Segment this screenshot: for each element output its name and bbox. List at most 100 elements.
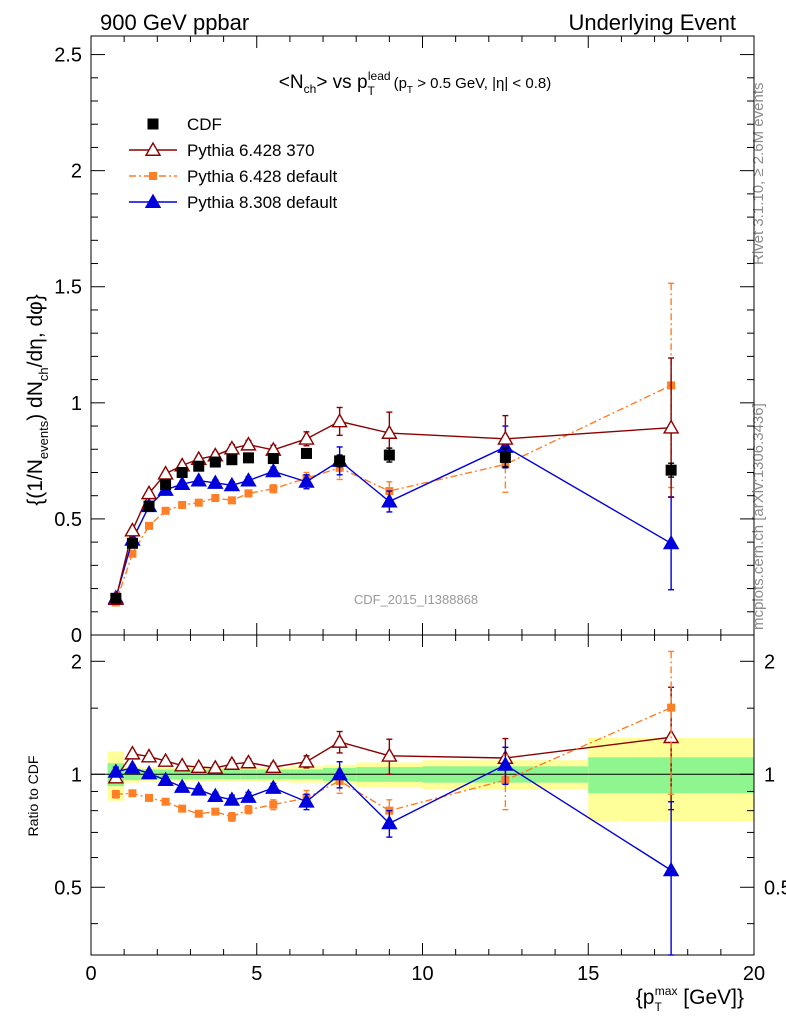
legend: CDF Pythia 6.428 370 Pythia 6.428 default P…: [129, 115, 338, 212]
main-ytick-label-0.5: 0.5: [54, 509, 82, 531]
main-point-cdf-8: [242, 452, 254, 464]
main-point-pythia-8-308-default-14: [662, 534, 680, 550]
title-vs-sub: T: [368, 84, 376, 98]
title-main: <N: [279, 72, 304, 93]
data-series: [107, 282, 680, 956]
title-vs-sup: lead: [368, 69, 391, 83]
main-point-cdf-14: [665, 464, 677, 476]
ratio-point-pythia-8-308-default-6: [207, 787, 224, 802]
ratio-point-pythia-6-428-default-5: [194, 809, 203, 818]
ratio-ytick-label-left-2: 2: [71, 651, 82, 673]
main-ytick-label-2: 2: [71, 161, 82, 183]
legend-label-pythia-6-428-default: Pythia 6.428 default: [187, 167, 338, 186]
main-point-cdf-7: [226, 454, 238, 466]
ratio-point-pythia-6-428-370-11: [331, 733, 348, 748]
ratio-ytick-label-left-1: 1: [71, 764, 82, 786]
ratio-point-pythia-6-428-default-1: [128, 789, 137, 798]
main-point-cdf-5: [193, 460, 205, 472]
ylabel-sub-a: events: [36, 420, 51, 459]
main-point-pythia-6-428-default-9: [269, 484, 278, 493]
main-point-pythia-6-428-default-8: [244, 489, 253, 498]
ratio-point-pythia-6-428-default-2: [145, 793, 154, 802]
ylabel-part-b: ) dN: [24, 381, 47, 421]
xlabel-a: {p: [636, 986, 655, 1009]
ylabel-sub-b: ch: [36, 367, 51, 381]
main-point-cdf-6: [209, 456, 221, 468]
xlabel: {pTmax [GeV]}: [636, 984, 744, 1014]
main-point-pythia-6-428-default-3: [161, 506, 170, 515]
main-line-pythia-6-428-default: [115, 384, 672, 603]
main-point-pythia-8-308-default-5: [190, 472, 207, 487]
ratio-ytick-label-right-1: 1: [764, 764, 775, 786]
ratio-point-pythia-8-308-default-7: [223, 791, 241, 806]
ratio-point-pythia-6-428-370-5: [190, 758, 207, 774]
ratio-ylabel: Ratio to CDF: [25, 756, 41, 837]
main-point-pythia-6-428-370-1: [124, 522, 141, 537]
ratio-point-pythia-8-308-default-10: [298, 793, 315, 808]
ratio-point-pythia-8-308-default-2: [140, 765, 158, 780]
main-point-pythia-6-428-370-14: [662, 419, 680, 434]
main-line-pythia-6-428-370: [115, 420, 672, 600]
main-point-pythia-6-428-default-1: [128, 549, 137, 558]
x-tick-label-20: 20: [743, 963, 765, 985]
xlabel-b: [GeV]}: [677, 986, 744, 1009]
title-cuts: (p: [394, 75, 407, 92]
main-point-pythia-6-428-370-3: [157, 465, 174, 480]
main-ytick-label-0: 0: [71, 625, 82, 647]
x-tick-label-0: 0: [85, 963, 96, 985]
ratio-point-pythia-8-308-default-5: [190, 781, 207, 796]
legend-label-pythia-6-428-370: Pythia 6.428 370: [187, 141, 315, 160]
legend-marker-cdf: [147, 118, 159, 130]
main-point-pythia-6-428-370-12: [381, 424, 398, 439]
ratio-point-pythia-6-428-370-7: [223, 755, 241, 770]
analysis-watermark: CDF_2015_I1388868: [354, 592, 478, 607]
ratio-point-pythia-6-428-370-4: [173, 757, 191, 772]
main-series-cdf: [110, 447, 677, 604]
main-ytick-label-1: 1: [71, 393, 82, 415]
main-title: <Nch> vs pTlead (pT > 0.5 GeV, |η| < 0.8): [279, 69, 551, 98]
main-ylabel: {(1/Nevents) dNch/dη, dφ}: [24, 294, 51, 506]
main-ytick-label-1.5: 1.5: [54, 277, 82, 299]
main-point-pythia-8-308-default-7: [223, 476, 241, 492]
ratio-point-pythia-8-308-default-11: [331, 765, 348, 781]
main-point-pythia-6-428-default-5: [194, 498, 203, 507]
ratio-point-pythia-8-308-default-12: [381, 814, 398, 830]
title-cuts-sub: T: [407, 85, 413, 96]
main-point-cdf-2: [143, 500, 155, 512]
main-point-cdf-3: [160, 479, 172, 491]
legend-label-pythia-8-308-default: Pythia 8.308 default: [187, 193, 338, 212]
ratio-point-pythia-6-428-370-2: [140, 748, 158, 763]
ratio-point-pythia-8-308-default-1: [124, 759, 141, 774]
ratio-point-pythia-6-428-370-12: [381, 747, 398, 762]
main-point-pythia-8-308-default-6: [207, 474, 224, 489]
main-point-cdf-11: [334, 455, 346, 467]
ratio-point-pythia-6-428-default-6: [211, 807, 220, 816]
ratio-ytick-label-right-0.5: 0.5: [764, 877, 786, 899]
x-tick-label-10: 10: [411, 963, 433, 985]
main-series-pythia-6-428-default: [111, 282, 676, 607]
xlabel-sup: max: [655, 984, 678, 998]
legend-marker-pythia-6-428-370: [144, 141, 162, 156]
ratio-point-pythia-8-308-default-8: [240, 788, 257, 803]
main-point-pythia-6-428-370-10: [298, 430, 315, 445]
main-point-pythia-8-308-default-4: [173, 475, 191, 491]
legend-entry-pythia-6-428-370: Pythia 6.428 370: [129, 141, 315, 160]
main-point-cdf-1: [126, 537, 138, 549]
ratio-point-pythia-6-428-370-10: [298, 753, 315, 768]
legend-entry-pythia-6-428-default: Pythia 6.428 default: [129, 167, 338, 186]
main-point-pythia-6-428-default-7: [227, 496, 236, 505]
ratio-point-pythia-6-428-370-1: [124, 745, 141, 760]
mcplots-label: mcplots.cern.ch [arXiv:1306.3436]: [750, 403, 767, 630]
main-point-cdf-4: [176, 466, 188, 478]
main-point-pythia-6-428-default-4: [178, 500, 187, 509]
title-cuts-rest: > 0.5 GeV, |η| < 0.8): [413, 75, 551, 92]
ratio-point-pythia-6-428-default-14: [667, 703, 676, 712]
ratio-point-pythia-6-428-370-8: [240, 754, 257, 769]
ratio-point-pythia-6-428-370-9: [265, 758, 282, 774]
legend-entry-pythia-8-308-default: Pythia 8.308 default: [129, 193, 338, 212]
ratio-point-pythia-6-428-default-9: [269, 800, 278, 809]
main-point-pythia-6-428-370-8: [240, 436, 257, 451]
legend-marker-pythia-6-428-default: [149, 172, 157, 180]
ratio-point-pythia-6-428-default-7: [227, 812, 236, 821]
ratio-series-pythia-8-308-default: [107, 746, 680, 956]
